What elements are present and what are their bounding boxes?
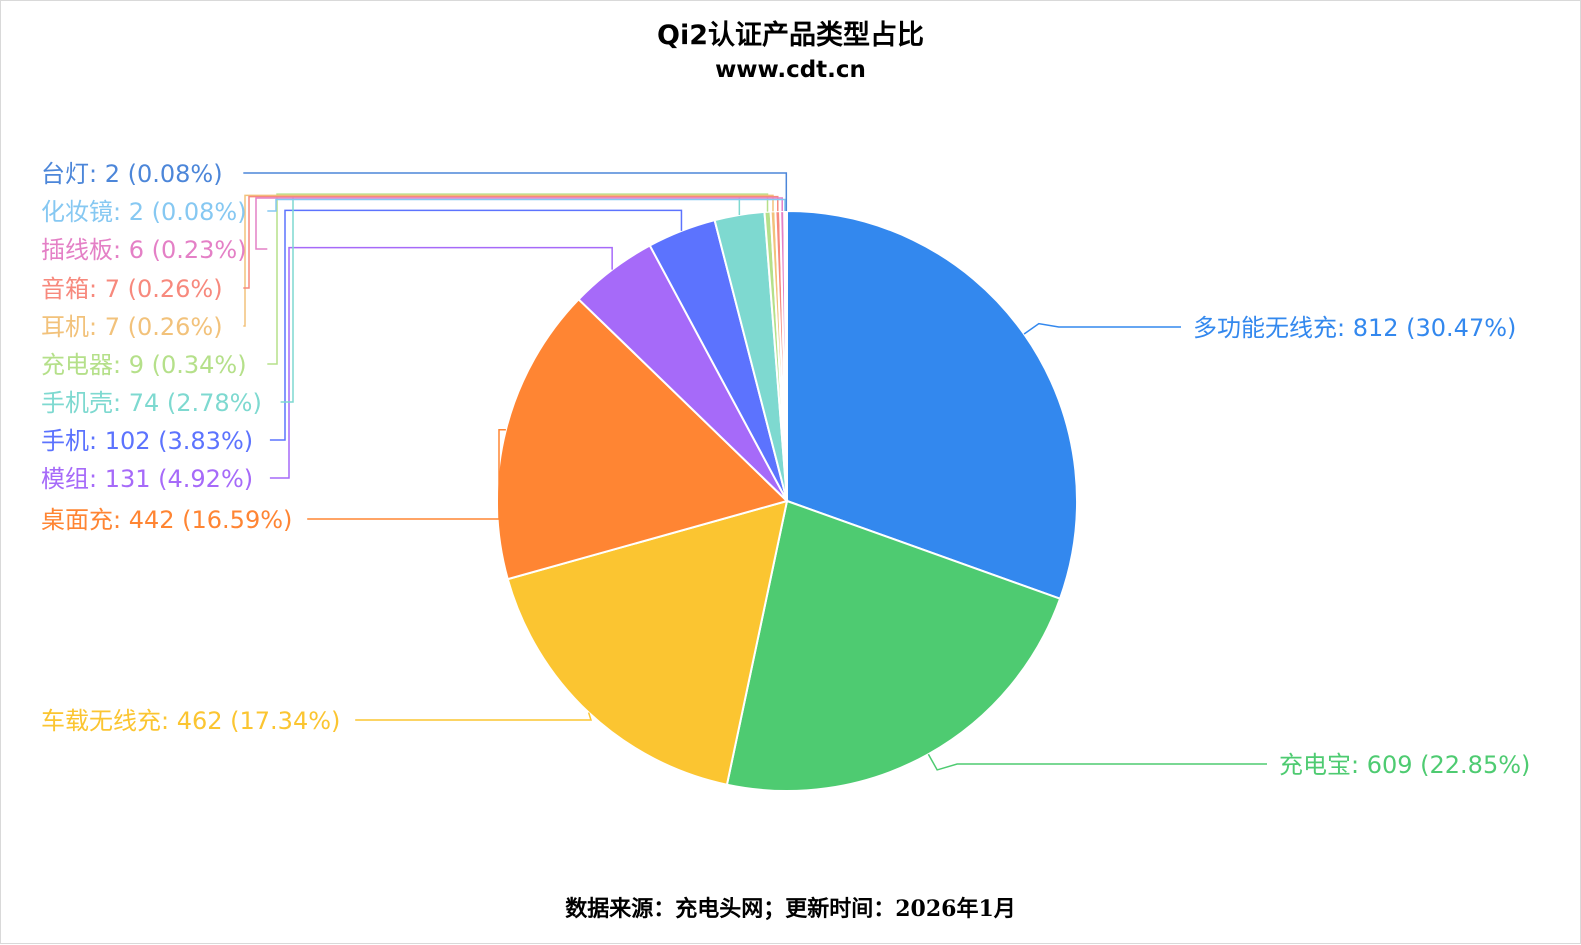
slice-label-2: 车载无线充: 462 (17.34%) [41, 707, 340, 735]
chart-subtitle: www.cdt.cn [715, 57, 866, 83]
slice-label-8: 耳机: 7 (0.26%) [41, 313, 223, 341]
slice-label-1: 充电宝: 609 (22.85%) [1279, 751, 1530, 779]
pie-slice-12[interactable] [784, 209, 788, 502]
data-source-footer: 数据来源：充电头网；更新时间：2026年1月 [565, 896, 1016, 922]
leader-line-11 [267, 198, 786, 212]
label-leader-lines [243, 172, 1267, 771]
slice-label-10: 插线板: 6 (0.23%) [41, 236, 247, 264]
leader-line-5 [269, 209, 683, 441]
leader-line-0 [1023, 322, 1181, 335]
slice-label-11: 化妆镜: 2 (0.08%) [41, 198, 247, 226]
leader-line-3 [307, 429, 506, 520]
slice-label-3: 桌面充: 442 (16.59%) [41, 506, 292, 534]
slice-label-4: 模组: 131 (4.92%) [41, 465, 253, 493]
chart-title: Qi2认证产品类型占比 [657, 20, 924, 51]
slice-labels: 多功能无线充: 812 (30.47%) 充电宝: 609 (22.85%) 车载无… [41, 160, 1530, 779]
slice-label-0: 多功能无线充: 812 (30.47%) [1193, 314, 1516, 342]
leader-line-4 [269, 246, 613, 479]
leader-line-9 [243, 195, 779, 289]
slice-label-5: 手机: 102 (3.83%) [41, 427, 253, 455]
pie-slice-2[interactable] [506, 499, 789, 786]
slice-label-12: 台灯: 2 (0.08%) [41, 160, 223, 188]
pie-slices [496, 209, 1078, 792]
leader-line-12 [243, 172, 788, 212]
slice-label-9: 音箱: 7 (0.26%) [41, 275, 223, 303]
leader-line-10 [255, 197, 783, 250]
pie-slice-3[interactable] [496, 297, 789, 581]
slice-label-7: 充电器: 9 (0.34%) [41, 351, 247, 379]
leader-line-8 [243, 194, 774, 327]
leader-line-2 [355, 712, 593, 721]
slice-label-6: 手机壳: 74 (2.78%) [41, 389, 262, 417]
leader-line-1 [927, 753, 1267, 771]
